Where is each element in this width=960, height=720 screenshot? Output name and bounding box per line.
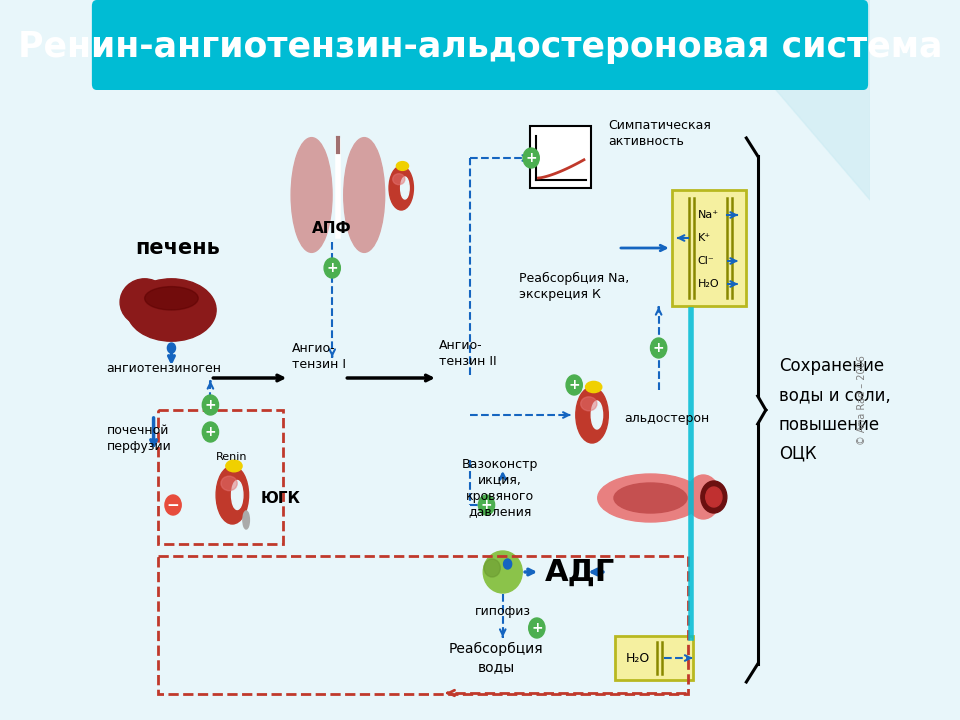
Ellipse shape xyxy=(591,401,603,429)
Text: −: − xyxy=(167,498,180,513)
Circle shape xyxy=(165,495,181,515)
Circle shape xyxy=(203,422,219,442)
Text: +: + xyxy=(531,621,542,635)
Circle shape xyxy=(523,148,540,168)
Text: Реабсорбция
воды: Реабсорбция воды xyxy=(449,642,543,674)
Text: +: + xyxy=(326,261,338,275)
Text: H₂O: H₂O xyxy=(698,279,719,289)
Text: АДГ: АДГ xyxy=(545,557,615,587)
Text: Реабсорбция Na,
экскреция К: Реабсорбция Na, экскреция К xyxy=(519,271,629,300)
Circle shape xyxy=(504,559,512,569)
Ellipse shape xyxy=(393,174,405,185)
Ellipse shape xyxy=(484,559,500,577)
Text: альдостерон: альдостерон xyxy=(625,412,709,425)
Text: +: + xyxy=(568,378,580,392)
Ellipse shape xyxy=(145,287,199,310)
Text: +: + xyxy=(653,341,664,355)
Circle shape xyxy=(651,338,667,358)
Circle shape xyxy=(167,343,176,353)
Text: Renin: Renin xyxy=(216,452,248,462)
Text: Na⁺: Na⁺ xyxy=(698,210,719,220)
FancyBboxPatch shape xyxy=(672,190,746,306)
Ellipse shape xyxy=(291,138,332,253)
Ellipse shape xyxy=(586,382,602,392)
Ellipse shape xyxy=(344,138,385,253)
Ellipse shape xyxy=(231,480,243,510)
Text: АПФ: АПФ xyxy=(312,220,352,235)
Ellipse shape xyxy=(614,483,687,513)
FancyBboxPatch shape xyxy=(530,126,591,188)
FancyBboxPatch shape xyxy=(614,636,693,680)
Ellipse shape xyxy=(706,487,722,507)
Text: Сохранение
воды и соли,
повышение
ОЦК: Сохранение воды и соли, повышение ОЦК xyxy=(779,357,891,463)
Ellipse shape xyxy=(598,474,704,522)
Text: K⁺: K⁺ xyxy=(698,233,710,243)
Text: Cl⁻: Cl⁻ xyxy=(698,256,714,266)
Ellipse shape xyxy=(243,511,250,529)
Text: почечной
перфузии: почечной перфузии xyxy=(107,423,171,452)
Ellipse shape xyxy=(576,387,609,443)
Text: Ренин-ангиотензин-альдостероновая система: Ренин-ангиотензин-альдостероновая систем… xyxy=(17,30,943,64)
Text: Симпатическая
активность: Симпатическая активность xyxy=(609,119,711,148)
Ellipse shape xyxy=(226,460,242,472)
Text: ЮГК: ЮГК xyxy=(261,490,300,505)
Circle shape xyxy=(478,495,494,515)
Text: Ангио-
тензин I: Ангио- тензин I xyxy=(292,341,346,371)
Text: Вазоконстр
икция,
кровяного
давления: Вазоконстр икция, кровяного давления xyxy=(462,457,539,518)
Ellipse shape xyxy=(483,551,522,593)
Ellipse shape xyxy=(396,161,409,171)
Text: +: + xyxy=(204,425,216,439)
Ellipse shape xyxy=(686,475,720,519)
Text: +: + xyxy=(525,151,537,165)
Circle shape xyxy=(566,375,583,395)
Ellipse shape xyxy=(216,466,249,524)
FancyBboxPatch shape xyxy=(92,0,868,90)
Text: +: + xyxy=(204,398,216,412)
Ellipse shape xyxy=(221,476,237,490)
Ellipse shape xyxy=(167,294,211,333)
Text: ангиотензиноген: ангиотензиноген xyxy=(107,361,222,374)
Text: Ангио-
тензин II: Ангио- тензин II xyxy=(440,338,497,367)
Text: +: + xyxy=(481,498,492,512)
Circle shape xyxy=(529,618,545,638)
Text: печень: печень xyxy=(135,238,220,258)
Ellipse shape xyxy=(400,177,409,199)
Ellipse shape xyxy=(120,279,169,325)
Text: © Aria Rad – 2006: © Aria Rad – 2006 xyxy=(856,355,867,445)
Text: H₂O: H₂O xyxy=(625,652,650,665)
Ellipse shape xyxy=(701,481,727,513)
Text: гипофиз: гипофиз xyxy=(475,606,531,618)
Ellipse shape xyxy=(581,397,597,411)
Circle shape xyxy=(324,258,341,278)
Circle shape xyxy=(203,395,219,415)
Ellipse shape xyxy=(389,166,414,210)
Ellipse shape xyxy=(127,279,216,341)
Polygon shape xyxy=(699,0,870,200)
